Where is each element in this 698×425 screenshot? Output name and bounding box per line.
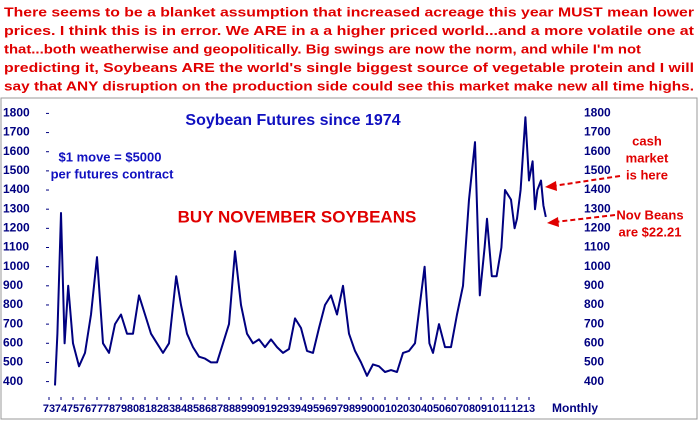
note-line: predicting it, Soybeans ARE the world's …: [4, 60, 694, 75]
x-tick-label: 83: [163, 403, 175, 415]
x-tick-label: 97: [331, 403, 343, 415]
x-tick-label: 89: [235, 403, 247, 415]
x-tick-label: 03: [403, 403, 415, 415]
chart-title: Soybean Futures since 1974: [185, 112, 400, 129]
y-tick-label: 700: [3, 316, 23, 330]
x-tick-label: 95: [307, 403, 319, 415]
y-tick-label: 1000: [3, 259, 30, 273]
price-line: [54, 116, 547, 386]
x-tick-label: 88: [223, 403, 235, 415]
x-tick-label: 73: [43, 403, 55, 415]
y2-tick-label: 1200: [584, 221, 611, 235]
x-tick-label: 80: [127, 403, 139, 415]
y-tick-label: 1600: [3, 144, 30, 158]
y2-tick-label: 800: [584, 297, 604, 311]
y-tick-label: 1300: [3, 201, 30, 215]
x-tick-label: 01: [379, 403, 391, 415]
y-tick-label: 400: [3, 374, 23, 388]
y2-tick-label: 1400: [584, 182, 611, 196]
y-tick-label: 1400: [3, 182, 30, 196]
x-tick-label: 92: [271, 403, 283, 415]
arrowhead: [547, 217, 559, 227]
y2-tick-label: 1100: [584, 240, 610, 254]
y2-tick-label: 700: [584, 316, 604, 330]
x-tick-label: 09: [475, 403, 487, 415]
annotation: cash: [632, 133, 662, 148]
arrows: [545, 175, 621, 227]
x-tick-label: 05: [427, 403, 439, 415]
note-line: prices. I think this is in error. We ARE…: [4, 23, 695, 38]
annotation: market: [626, 150, 669, 165]
y2-tick-label: 1500: [584, 163, 611, 177]
x-tick-label: 94: [295, 403, 308, 415]
y-tick-label: 1100: [3, 240, 29, 254]
y2-tick-label: 1800: [584, 106, 611, 120]
annotation: are $22.21: [619, 224, 682, 239]
x-tick-label: 87: [211, 403, 223, 415]
x-tick-label: 12: [511, 403, 523, 415]
x-tick-label: 78: [103, 403, 115, 415]
x-tick-label: 08: [463, 403, 475, 415]
x-tick-label: 93: [283, 403, 295, 415]
y2-tick-label: 1000: [584, 259, 611, 273]
x-axis-label: Monthly: [552, 401, 598, 415]
y-tick-label: 600: [3, 335, 23, 349]
x-tick-label: 74: [55, 403, 68, 415]
x-tick-label: 13: [523, 403, 535, 415]
chart-frame: [0, 97, 698, 420]
y-tick-label: 1800: [3, 106, 30, 120]
y-tick-label: 900: [3, 278, 23, 292]
y-tick-label: 1200: [3, 221, 30, 235]
x-tick-label: 04: [415, 403, 428, 415]
y2-tick-label: 1700: [584, 125, 611, 139]
x-tick-label: 79: [115, 403, 127, 415]
x-tick-label: 07: [451, 403, 463, 415]
x-tick-label: 75: [67, 403, 79, 415]
y-tick-label: 1500: [3, 163, 30, 177]
note-line: that...both weatherwise and geopolitical…: [4, 41, 642, 56]
x-tick-label: 85: [187, 403, 199, 415]
y2-tick-label: 1300: [584, 201, 611, 215]
x-tick-label: 11: [499, 403, 511, 415]
y2-tick-label: 400: [584, 374, 604, 388]
x-tick-label: 00: [367, 403, 379, 415]
annotation: BUY NOVEMBER SOYBEANS: [178, 207, 417, 226]
y-tick-label: 1700: [3, 125, 30, 139]
x-tick-label: 96: [319, 403, 331, 415]
x-tick-label: 02: [391, 403, 403, 415]
y-tick-label: 800: [3, 297, 23, 311]
x-tick-label: 77: [91, 403, 103, 415]
x-tick-label: 91: [259, 403, 271, 415]
note-line: say that ANY disruption on the productio…: [4, 78, 694, 93]
y2-tick-label: 900: [584, 278, 604, 292]
x-tick-label: 82: [151, 403, 163, 415]
y2-tick-label: 600: [584, 335, 604, 349]
x-tick-label: 90: [247, 403, 259, 415]
x-tick-label: 86: [199, 403, 211, 415]
x-tick-label: 84: [175, 403, 188, 415]
arrowhead: [545, 181, 557, 191]
x-tick-label: 10: [487, 403, 499, 415]
x-tick-label: 99: [355, 403, 367, 415]
arrow: [552, 175, 621, 187]
x-tick-label: 81: [139, 403, 151, 415]
y2-tick-label: 1600: [584, 144, 611, 158]
x-tick-label: 98: [343, 403, 355, 415]
annotation: $1 move = $5000: [59, 149, 162, 164]
x-tick-label: 06: [439, 403, 451, 415]
y2-tick-label: 500: [584, 355, 604, 369]
annotation: per futures contract: [51, 166, 174, 181]
x-tick-label: 76: [79, 403, 91, 415]
note-line: There seems to be a blanket assumption t…: [4, 4, 694, 19]
y-tick-label: 500: [3, 355, 23, 369]
arrow: [554, 214, 616, 223]
annotation: Nov Beans: [616, 207, 683, 222]
annotation: is here: [626, 167, 668, 182]
